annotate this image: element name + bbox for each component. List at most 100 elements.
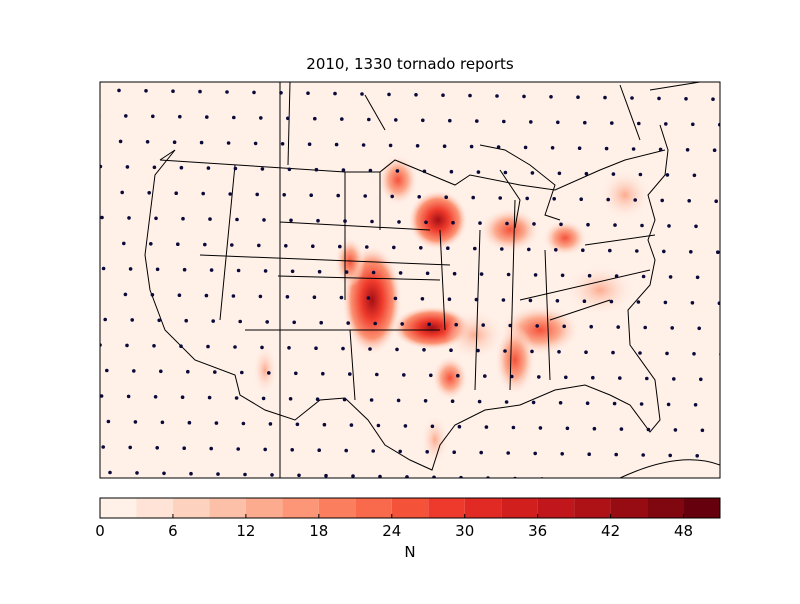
- grid-point: [522, 94, 526, 99]
- grid-point: [508, 323, 512, 328]
- grid-point: [182, 267, 187, 272]
- grid-point: [610, 121, 614, 125]
- grid-point: [297, 473, 301, 478]
- grid-point: [253, 141, 258, 146]
- grid-point: [376, 423, 381, 428]
- grid-point: [100, 164, 103, 169]
- grid-point: [641, 274, 646, 279]
- grid-point: [449, 348, 453, 353]
- grid-point: [368, 347, 372, 351]
- colorbar-tick-label: 0: [95, 522, 105, 540]
- grid-point: [420, 297, 425, 301]
- grid-point: [238, 319, 242, 324]
- grid-point: [145, 140, 150, 144]
- colorbar: 0 6 12 18 24 30 36 42 48: [95, 498, 720, 540]
- grid-point: [560, 273, 565, 278]
- colorbar-bin: [100, 498, 137, 518]
- grid-point: [584, 350, 588, 355]
- grid-point: [128, 267, 133, 271]
- grid-point: [225, 90, 229, 94]
- colorbar-bin: [610, 498, 648, 518]
- colorbar-label: N: [404, 543, 415, 561]
- grid-point: [149, 242, 153, 246]
- grid-point: [498, 196, 503, 200]
- grid-point: [371, 270, 376, 275]
- grid-point: [373, 321, 378, 326]
- grid-point: [171, 89, 175, 93]
- grid-point: [234, 396, 239, 400]
- grid-point: [201, 191, 205, 196]
- grid-point: [559, 222, 563, 227]
- grid-point: [658, 147, 663, 152]
- grid-point: [616, 325, 620, 329]
- grid-point: [728, 429, 732, 433]
- grid-point: [581, 248, 585, 252]
- grid-point: [206, 344, 210, 349]
- grid-point: [419, 246, 423, 250]
- grid-point: [263, 269, 268, 273]
- grid-point: [285, 295, 290, 299]
- grid-point: [343, 219, 347, 223]
- grid-point: [106, 419, 111, 424]
- colorbar-bin: [282, 498, 319, 518]
- grid-point: [348, 372, 352, 376]
- grid-point: [618, 376, 622, 380]
- grid-point: [557, 171, 562, 176]
- grid-point: [179, 344, 183, 349]
- colorbar-bin: [209, 498, 246, 518]
- grid-point: [295, 422, 300, 427]
- grid-point: [233, 166, 238, 171]
- grid-point: [314, 167, 319, 172]
- grid-point: [294, 371, 298, 376]
- grid-point: [459, 475, 463, 478]
- grid-point: [716, 250, 720, 254]
- grid-point: [451, 220, 455, 225]
- grid-point: [361, 143, 366, 147]
- grid-point: [182, 446, 186, 451]
- grid-point: [342, 397, 347, 402]
- grid-point: [261, 396, 266, 401]
- hotspot: [480, 208, 540, 252]
- grid-point: [228, 192, 232, 196]
- grid-point: [638, 351, 642, 355]
- grid-point: [692, 173, 697, 178]
- grid-point: [502, 119, 506, 124]
- grid-point: [400, 322, 405, 326]
- grid-point: [398, 271, 403, 275]
- grid-point: [685, 148, 690, 152]
- grid-point: [717, 301, 720, 305]
- grid-point: [603, 95, 607, 100]
- grid-point: [694, 224, 698, 229]
- hotspot: [565, 265, 635, 315]
- grid-point: [403, 424, 408, 428]
- grid-point: [549, 95, 553, 99]
- grid-point: [537, 375, 541, 379]
- grid-point: [287, 346, 291, 350]
- grid-point: [636, 300, 641, 304]
- grid-point: [317, 448, 322, 453]
- grid-point: [315, 397, 320, 402]
- grid-point: [176, 242, 180, 246]
- grid-point: [211, 319, 215, 323]
- hotspot: [378, 155, 418, 205]
- hotspot: [445, 310, 505, 360]
- grid-point: [538, 426, 543, 430]
- cuba: [619, 459, 720, 478]
- colorbar-bin: [464, 498, 502, 518]
- grid-point: [371, 449, 376, 453]
- grid-point: [648, 479, 652, 483]
- grid-point: [641, 453, 645, 457]
- grid-point: [290, 269, 295, 274]
- grid-point: [259, 116, 263, 120]
- grid-point: [471, 195, 476, 200]
- grid-point: [665, 173, 670, 177]
- grid-point: [321, 371, 325, 376]
- grid-point: [213, 370, 217, 374]
- grid-point: [178, 114, 182, 119]
- grid-point: [724, 327, 728, 331]
- grid-point: [309, 193, 314, 197]
- grid-point: [130, 318, 134, 322]
- grid-point: [614, 452, 618, 457]
- grid-point: [577, 146, 582, 150]
- grid-point: [199, 140, 204, 145]
